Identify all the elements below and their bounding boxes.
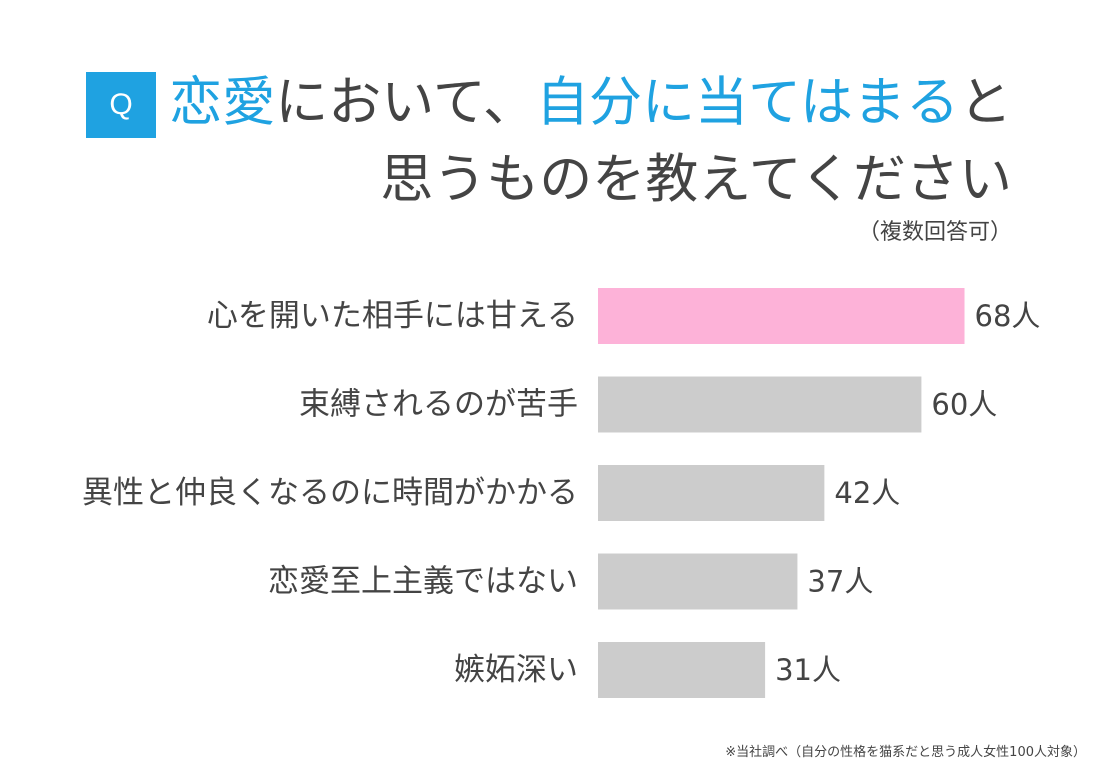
value-label: 31人 [775,653,841,687]
bar-highlighted [598,288,965,344]
value-label: 60人 [931,388,997,422]
footnote: ※当社調べ（自分の性格を猫系だと思う成人女性100人対象） [725,745,1086,760]
title-highlight-text: 恋愛 [169,72,276,133]
title-line-1: 恋愛において、自分に当てはまると [169,76,1012,129]
bar [598,376,922,433]
value-label: 68人 [975,299,1041,333]
bar [598,642,766,698]
bar [598,553,798,610]
title-highlight-text: 自分に当てはまる [536,72,959,133]
question-badge: Q [86,72,156,138]
category-label: 異性と仲良くなるのに時間がかかる [82,475,578,511]
title-line-2: 思うものを教えてください [380,149,1012,210]
bar [598,465,825,521]
value-label: 42人 [834,476,900,510]
category-label: 心を開いた相手には甘える [207,298,578,334]
title-text: において、 [275,72,537,133]
category-label: 恋愛至上主義ではない [268,564,578,600]
category-label: 嫉妬深い [454,652,578,688]
value-label: 37人 [807,565,873,599]
title-text: と [959,72,1012,133]
category-label: 束縛されるのが苦手 [299,387,578,423]
subtitle: （複数回答可） [857,220,1012,245]
